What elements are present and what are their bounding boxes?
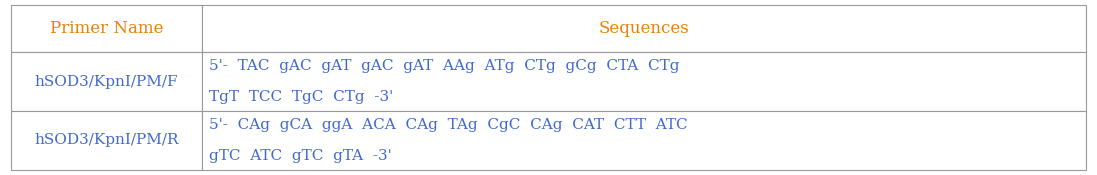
- Text: gTC  ATC  gTC  gTA  -3': gTC ATC gTC gTA -3': [208, 149, 392, 163]
- Bar: [202, 111, 1086, 170]
- Bar: [202, 52, 1086, 111]
- Text: TgT  TCC  TgC  CTg  -3': TgT TCC TgC CTg -3': [208, 90, 393, 104]
- Bar: [11, 5, 202, 52]
- Text: Primer Name: Primer Name: [49, 20, 163, 37]
- Text: hSOD3/KpnI/PM/R: hSOD3/KpnI/PM/R: [34, 133, 179, 147]
- Bar: [11, 52, 202, 111]
- Text: hSOD3/KpnI/PM/F: hSOD3/KpnI/PM/F: [35, 75, 179, 89]
- Bar: [11, 111, 202, 170]
- Text: 5'-  TAC  gAC  gAT  gAC  gAT  AAg  ATg  CTg  gCg  CTA  CTg: 5'- TAC gAC gAT gAC gAT AAg ATg CTg gCg …: [208, 59, 679, 73]
- Text: 5'-  CAg  gCA  ggA  ACA  CAg  TAg  CgC  CAg  CAT  CTT  ATC: 5'- CAg gCA ggA ACA CAg TAg CgC CAg CAT …: [208, 118, 688, 132]
- Text: Sequences: Sequences: [599, 20, 690, 37]
- Bar: [202, 5, 1086, 52]
